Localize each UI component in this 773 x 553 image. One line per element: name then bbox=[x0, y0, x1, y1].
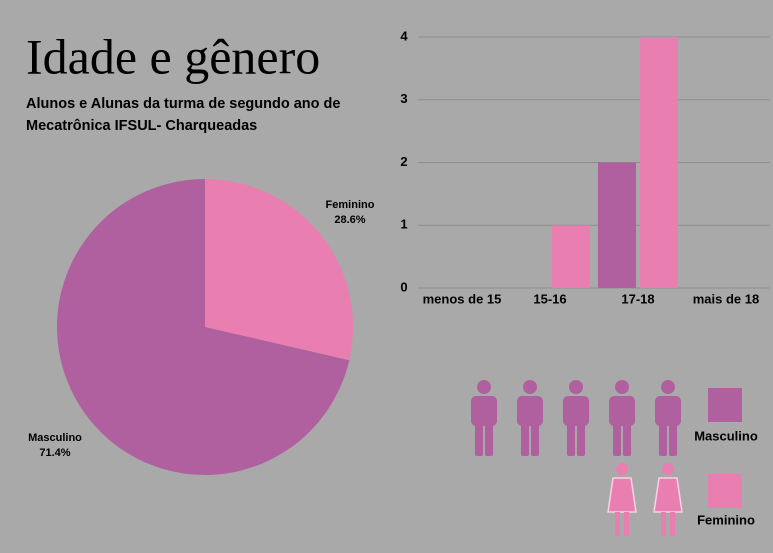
male-icon bbox=[655, 380, 681, 456]
icon-body bbox=[471, 396, 497, 426]
icon-head bbox=[615, 380, 629, 394]
x-tick-label: menos de 15 bbox=[423, 291, 502, 306]
slice-value: 71.4% bbox=[39, 447, 70, 459]
male-icon bbox=[471, 380, 497, 456]
icon-body bbox=[655, 396, 681, 426]
bar bbox=[640, 37, 678, 288]
y-tick-label: 2 bbox=[400, 154, 407, 169]
icon-body bbox=[517, 396, 543, 426]
x-tick-label: 17-18 bbox=[621, 291, 654, 306]
icon-dress bbox=[607, 477, 637, 513]
icon-head bbox=[477, 380, 491, 394]
icon-leg bbox=[531, 422, 539, 456]
male-icon bbox=[517, 380, 543, 456]
y-tick-label: 0 bbox=[400, 279, 407, 294]
icon-head bbox=[661, 380, 675, 394]
icon-head bbox=[616, 463, 628, 475]
pie-slice bbox=[57, 179, 350, 475]
bar bbox=[552, 225, 590, 288]
icon-head bbox=[569, 380, 583, 394]
female-icon bbox=[653, 463, 683, 536]
icon-leg bbox=[615, 512, 620, 536]
legend-label: Feminino bbox=[697, 512, 755, 527]
pie-slice bbox=[205, 179, 353, 361]
slice-value: 28.6% bbox=[334, 214, 365, 226]
icon-leg bbox=[670, 512, 675, 536]
subtitle: Alunos e Alunas da turma de segundo ano … bbox=[26, 96, 340, 112]
icon-leg bbox=[669, 422, 677, 456]
slice-label: Masculino bbox=[28, 432, 82, 444]
icon-leg bbox=[567, 422, 575, 456]
icon-head bbox=[523, 380, 537, 394]
bar bbox=[598, 162, 636, 288]
icon-leg bbox=[485, 422, 493, 456]
icon-leg bbox=[624, 512, 629, 536]
icon-dress bbox=[653, 477, 683, 513]
slice-label: Feminino bbox=[326, 199, 375, 211]
icon-leg bbox=[623, 422, 631, 456]
legend-swatch bbox=[708, 388, 742, 422]
icon-leg bbox=[475, 422, 483, 456]
icon-leg bbox=[659, 422, 667, 456]
x-tick-label: 15-16 bbox=[533, 291, 566, 306]
female-icon bbox=[607, 463, 637, 536]
male-icon bbox=[563, 380, 589, 456]
icon-body bbox=[609, 396, 635, 426]
icon-leg bbox=[521, 422, 529, 456]
legend-label: Masculino bbox=[694, 428, 758, 443]
icon-leg bbox=[613, 422, 621, 456]
icon-head bbox=[662, 463, 674, 475]
male-icon bbox=[609, 380, 635, 456]
y-tick-label: 3 bbox=[400, 91, 407, 106]
y-tick-label: 4 bbox=[400, 28, 408, 43]
subtitle: Mecatrônica IFSUL- Charqueadas bbox=[26, 118, 257, 134]
x-tick-label: mais de 18 bbox=[693, 291, 760, 306]
icon-leg bbox=[661, 512, 666, 536]
icon-body bbox=[563, 396, 589, 426]
title: Idade e gênero bbox=[26, 28, 320, 84]
legend-swatch bbox=[708, 474, 742, 508]
icon-leg bbox=[577, 422, 585, 456]
y-tick-label: 1 bbox=[400, 217, 407, 232]
